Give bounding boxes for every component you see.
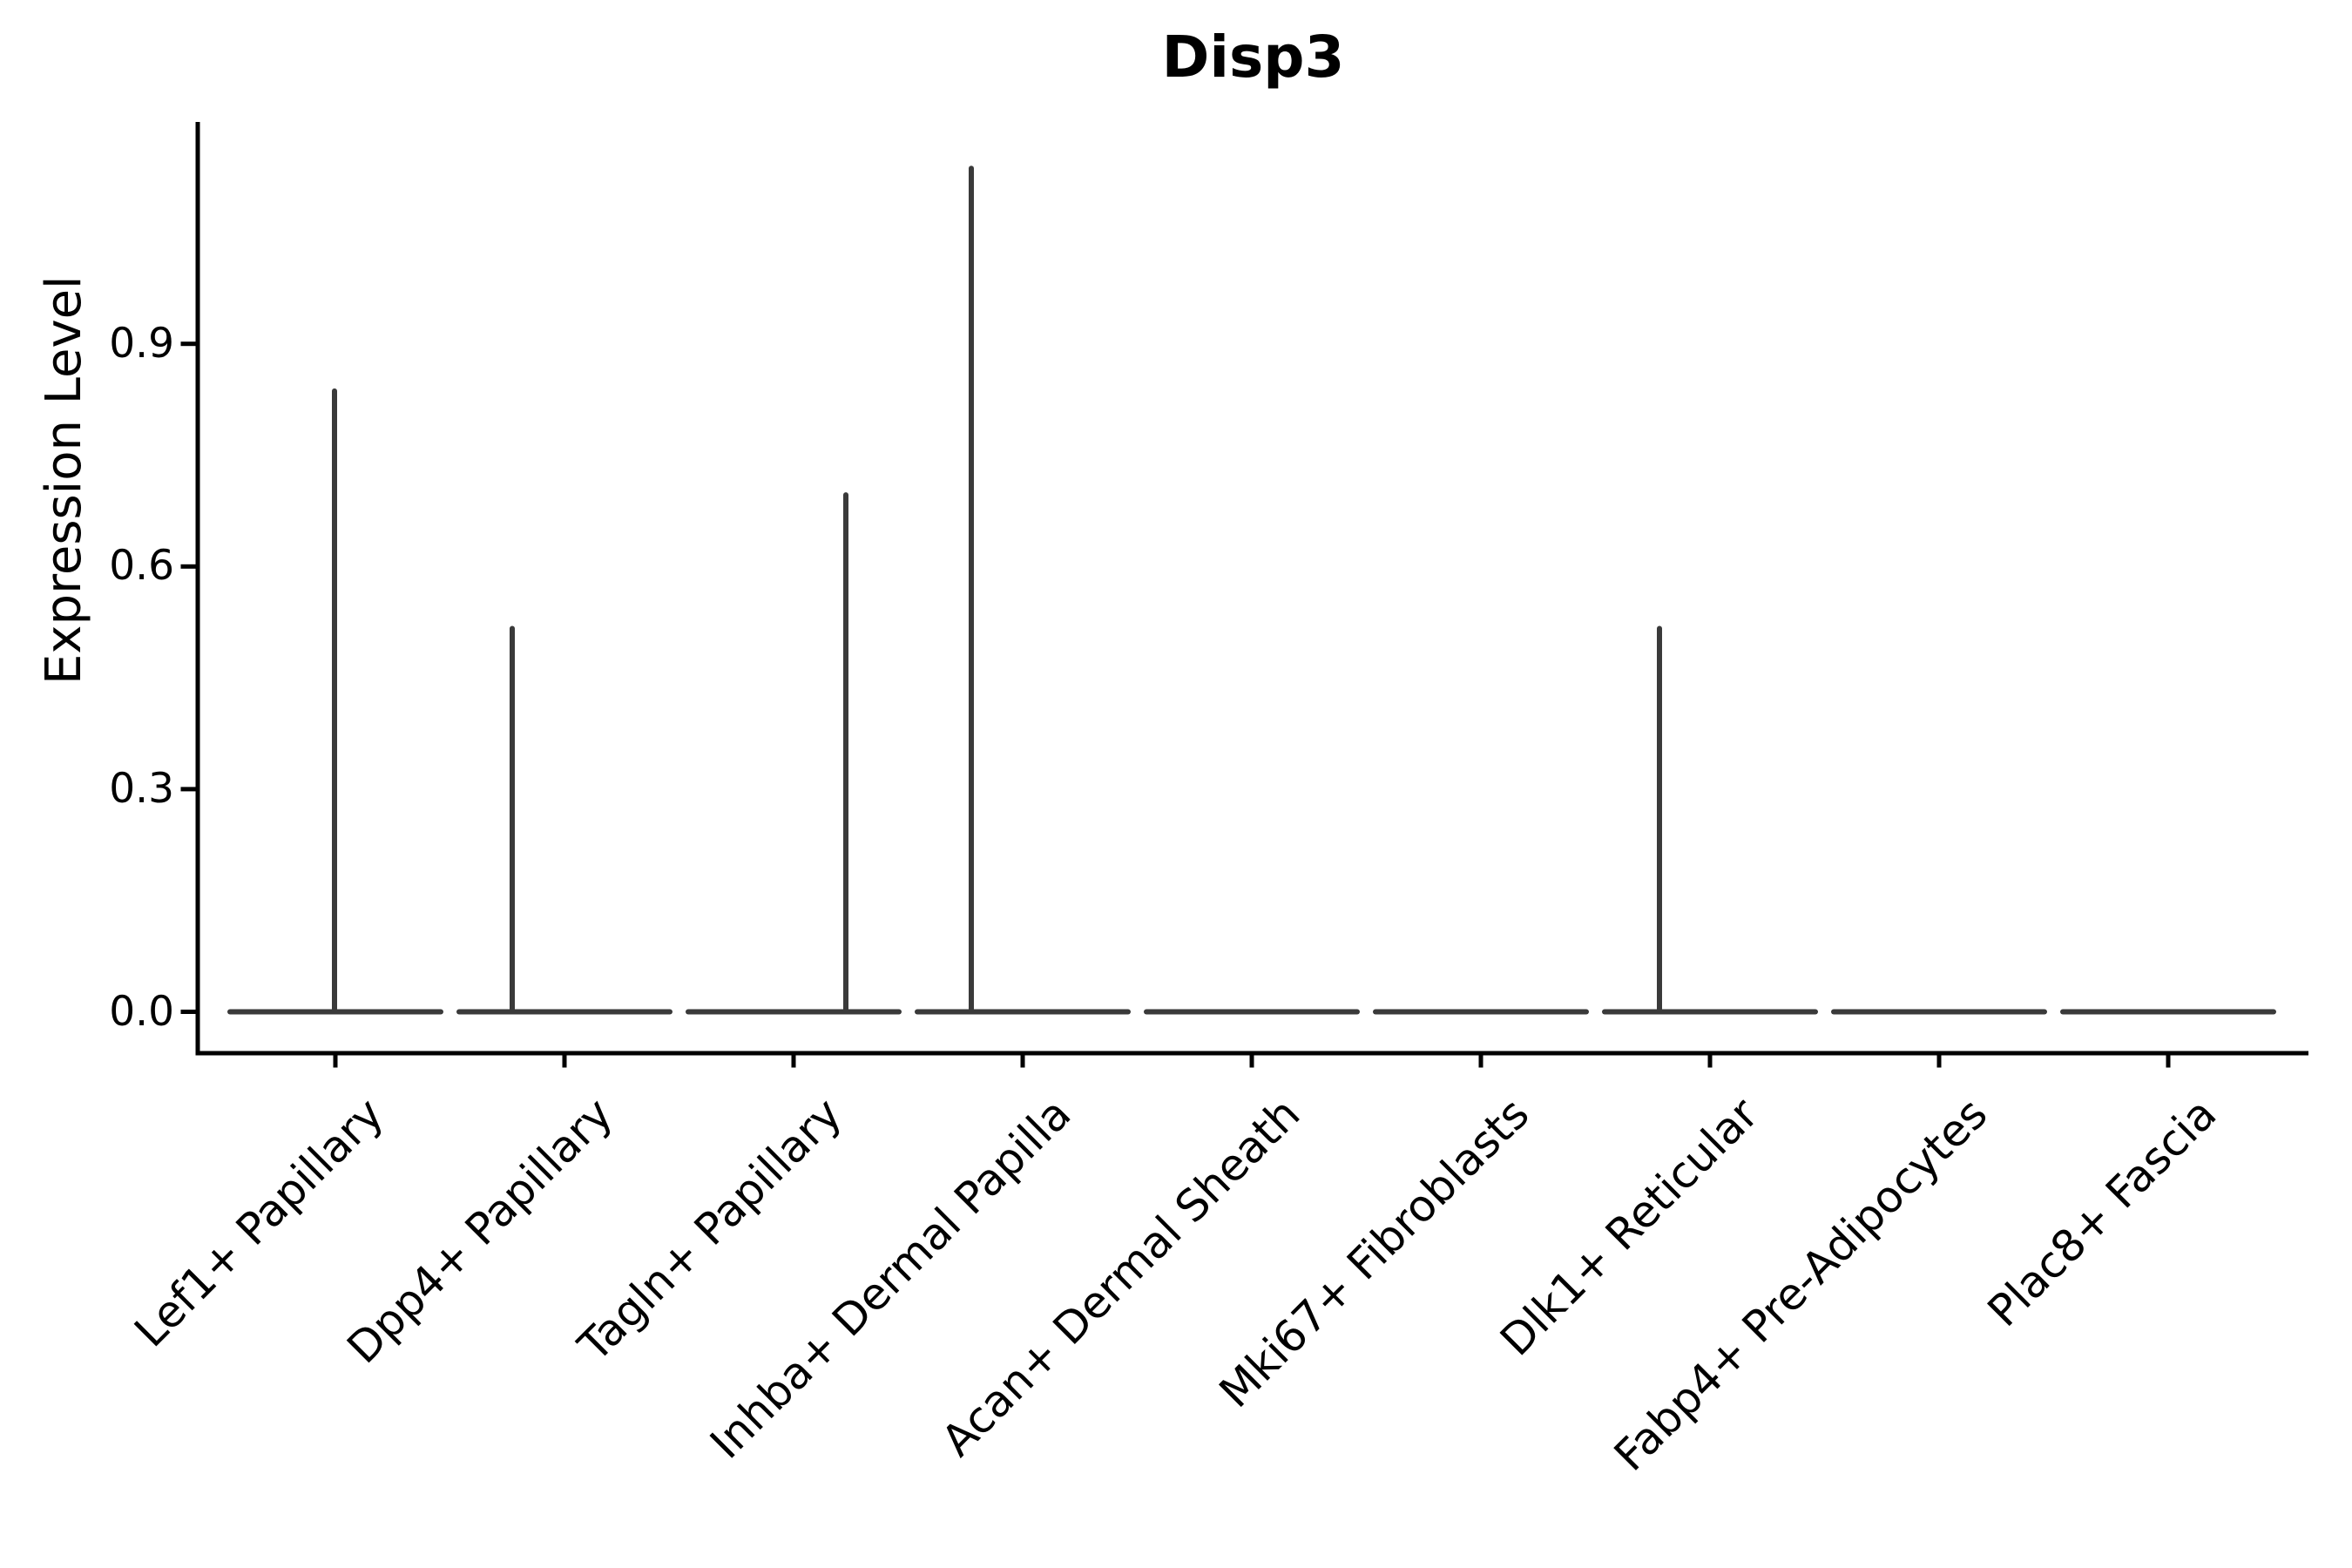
x-tick-mark [562,1055,567,1068]
chart-title: Disp3 [1161,24,1345,91]
y-tick-label-0.0: 0.0 [109,987,174,1036]
x-tick-mark [1249,1055,1254,1068]
x-tick-mark [333,1055,338,1068]
y-tick-label-0.6: 0.6 [109,542,174,591]
x-tick-mark [1936,1055,1942,1068]
x-tick-mark [791,1055,796,1068]
x-tick-mark [1478,1055,1484,1068]
y-tick-label-0.3: 0.3 [109,764,174,813]
x-axis-spine [195,1051,2308,1056]
y-axis-spine [195,122,200,1056]
y-tick-mark [180,564,196,569]
y-tick-mark [180,341,196,347]
x-tick-mark [1707,1055,1713,1068]
x-tick-mark [2166,1055,2171,1068]
x-tick-mark [1020,1055,1025,1068]
y-tick-label-0.9: 0.9 [109,319,174,368]
y-tick-mark [180,1010,196,1014]
y-tick-mark [180,787,196,792]
